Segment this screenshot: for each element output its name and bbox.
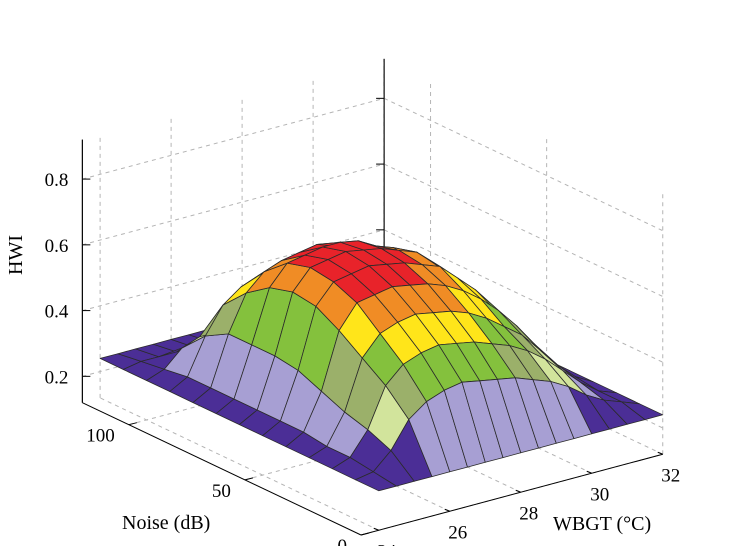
grid-line-back-z-2 bbox=[82, 163, 385, 246]
z-tick-label-2: 0.6 bbox=[45, 236, 69, 257]
x-tick-2 bbox=[515, 489, 521, 493]
surface-layer bbox=[99, 240, 664, 492]
x-tick-label-3: 30 bbox=[590, 484, 609, 505]
y-axis-label: Noise (dB) bbox=[122, 512, 210, 534]
y-tick-label-2: 100 bbox=[86, 426, 115, 447]
z-axis-label: HWI bbox=[5, 235, 27, 275]
grid-line-right-z-2 bbox=[383, 163, 663, 297]
x-tick-1 bbox=[444, 508, 450, 512]
y-tick-1 bbox=[244, 477, 254, 481]
z-tick-label-3: 0.8 bbox=[45, 170, 69, 191]
x-axis-label: WBGT (°C) bbox=[553, 513, 651, 535]
grid-line-right-z-1 bbox=[383, 229, 663, 363]
grid-line-right-z-3 bbox=[383, 97, 663, 232]
x-tick-label-0: 24 bbox=[377, 541, 397, 546]
y-tick-label-0: 0 bbox=[338, 536, 348, 546]
labels-layer: HWI WBGT (°C) Noise (dB) 0.2 0.4 0.6 0.8 0 50… bbox=[5, 170, 680, 546]
x-tick-label-1: 26 bbox=[448, 522, 467, 543]
x-tick-4 bbox=[657, 451, 663, 455]
x-tick-0 bbox=[373, 527, 379, 531]
z-tick-label-0: 0.2 bbox=[45, 367, 69, 388]
grid-line-back-z-3 bbox=[82, 97, 385, 180]
y-tick-label-1: 50 bbox=[212, 481, 231, 502]
x-tick-3 bbox=[586, 470, 592, 474]
y-tick-0 bbox=[360, 532, 370, 536]
x-axis-line bbox=[360, 453, 663, 536]
x-tick-label-2: 28 bbox=[519, 503, 538, 524]
x-tick-label-4: 32 bbox=[661, 465, 680, 486]
surface-patch bbox=[621, 401, 664, 421]
y-tick-2 bbox=[128, 422, 137, 426]
z-tick-label-1: 0.4 bbox=[45, 302, 69, 323]
